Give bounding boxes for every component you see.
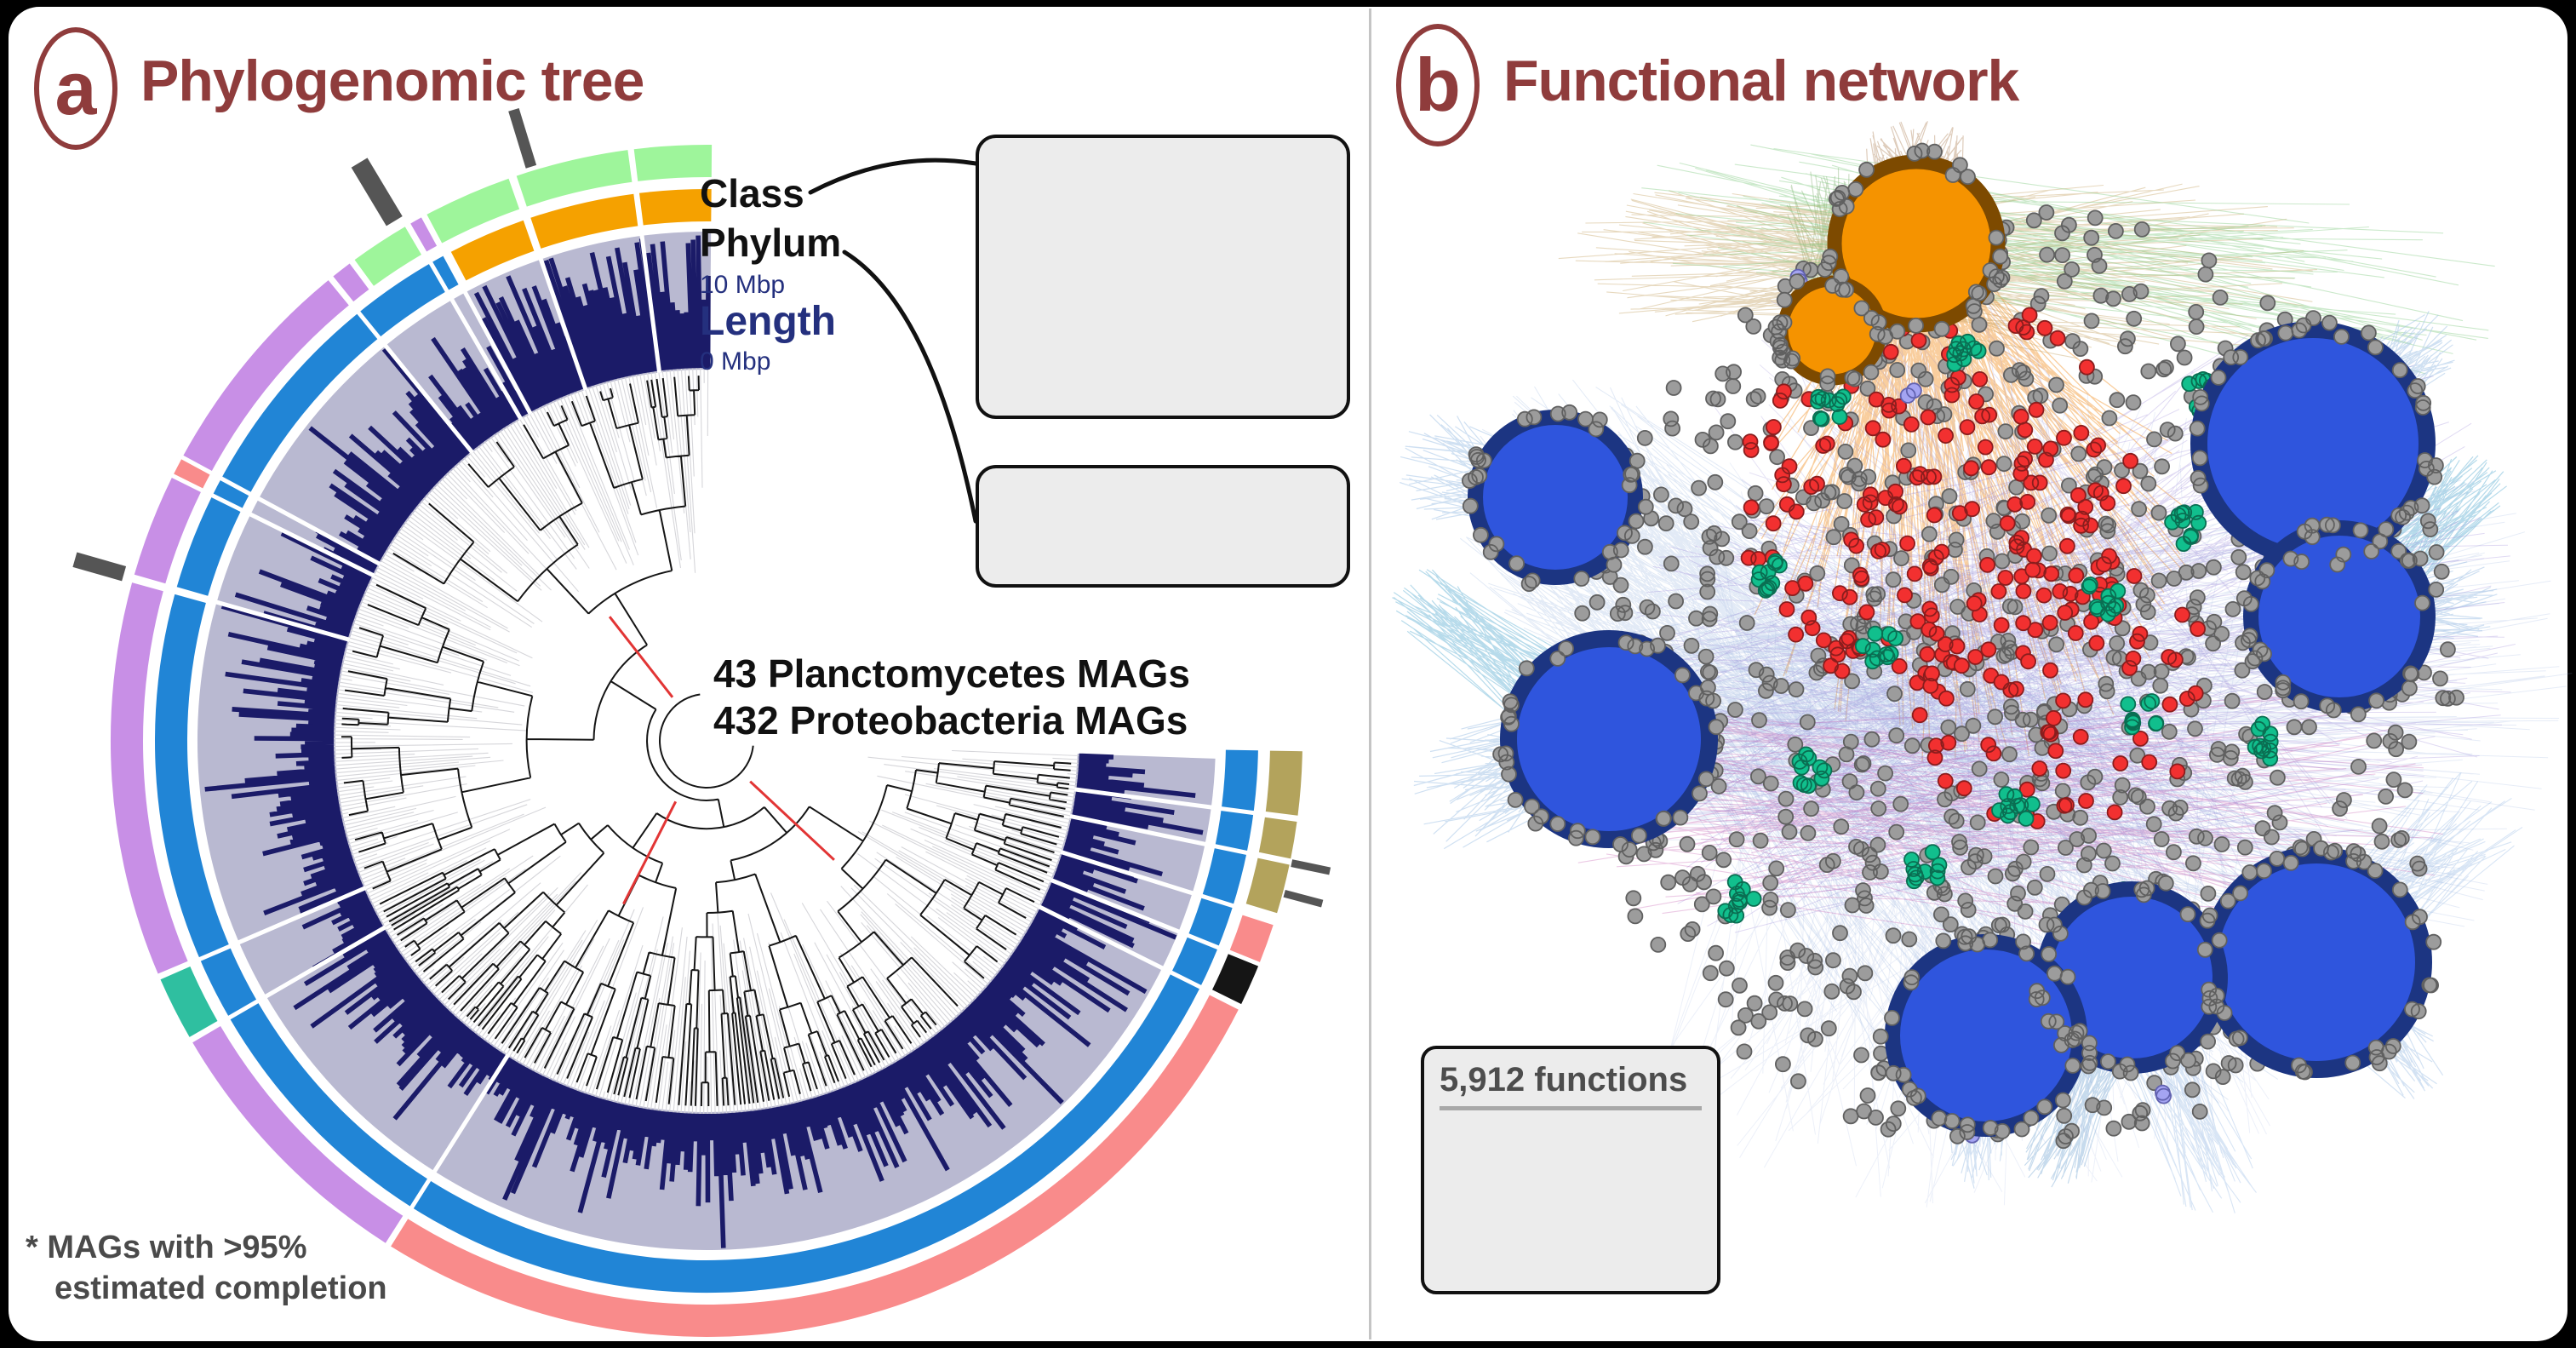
functions-legend: 5,912 functions bbox=[1421, 1046, 1720, 1294]
class-ring-segment bbox=[1245, 858, 1290, 914]
class-ring-segment bbox=[333, 263, 369, 302]
mag-tick-mark bbox=[1291, 859, 1331, 875]
planctomycetes-count: 43 Planctomycetes MAGs bbox=[713, 651, 1190, 696]
footnote-line1: * MAGs with >95% bbox=[26, 1230, 307, 1265]
mag-tick-mark bbox=[72, 552, 127, 582]
panel-a-title: Phylogenomic tree bbox=[140, 49, 644, 113]
mag-tick-mark bbox=[1283, 889, 1324, 908]
functions-legend-title: 5,912 functions bbox=[1440, 1061, 1702, 1110]
class-ring-segment bbox=[1212, 954, 1259, 1005]
mag-tick-mark bbox=[351, 158, 403, 227]
community-circle-hbd-02 bbox=[1500, 630, 1718, 848]
ring-label-length: Length bbox=[700, 299, 836, 344]
panel-a-tag-letter: a bbox=[54, 46, 97, 130]
ring-label-class: Class bbox=[700, 171, 804, 215]
phylum-ring-segment bbox=[639, 188, 712, 226]
panel-b-tag-letter: b bbox=[1415, 43, 1461, 127]
ring-label-phylum: Phylum bbox=[700, 221, 842, 265]
mag-counts-annotation: 43 Planctomycetes MAGs 432 Proteobacteri… bbox=[713, 651, 1190, 744]
completion-footnote: * MAGs with >95% estimated completion bbox=[26, 1228, 387, 1309]
genome-length-bars bbox=[204, 235, 1204, 1248]
class-ring-segment bbox=[1258, 817, 1297, 859]
class-ring-segment bbox=[633, 144, 713, 181]
phylogenomic-tree-canvas bbox=[72, 107, 1331, 1337]
class-ring-segment bbox=[183, 280, 349, 472]
class-ring-segment bbox=[516, 150, 633, 207]
class-ring-segment bbox=[354, 227, 421, 286]
footnote-line2: estimated completion bbox=[54, 1270, 387, 1306]
class-ring-segment bbox=[134, 477, 201, 584]
tree-branches-red bbox=[608, 616, 835, 905]
ring-label-0mbp: 0 Mbp bbox=[700, 347, 771, 376]
class-ring-segment bbox=[1265, 750, 1302, 816]
class-ring-segment bbox=[410, 217, 438, 252]
legend-connector bbox=[808, 158, 978, 195]
legend-connector bbox=[842, 250, 978, 524]
cluster-separators bbox=[132, 149, 1298, 1247]
tree-branches bbox=[341, 376, 1072, 1107]
phylum-legend bbox=[976, 465, 1350, 588]
class-ring-segment bbox=[1229, 915, 1274, 962]
ring-label-10mbp: 10 Mbp bbox=[700, 271, 786, 299]
panel-b-tag: b bbox=[1396, 24, 1480, 146]
class-ring-segment bbox=[160, 967, 218, 1037]
class-legend bbox=[976, 135, 1350, 419]
mag-tick-mark bbox=[508, 107, 537, 169]
phylum-ring-segment bbox=[530, 193, 638, 249]
phylum-ring-segment bbox=[450, 220, 535, 281]
panel-b-title: Functional network bbox=[1503, 49, 2019, 113]
class-ring-segment bbox=[426, 178, 520, 244]
panel-a-tag: a bbox=[34, 27, 117, 150]
functional-network-canvas bbox=[1392, 121, 2573, 1213]
class-ring-segment bbox=[192, 1026, 404, 1243]
class-ring-segment bbox=[174, 459, 210, 489]
phylum-ring-segment bbox=[176, 254, 461, 596]
community-rim-nodes bbox=[1461, 142, 2445, 1144]
class-ring-segment bbox=[110, 582, 188, 974]
proteobacteria-count: 432 Proteobacteria MAGs bbox=[713, 698, 1188, 743]
panel-divider bbox=[1369, 9, 1371, 1339]
